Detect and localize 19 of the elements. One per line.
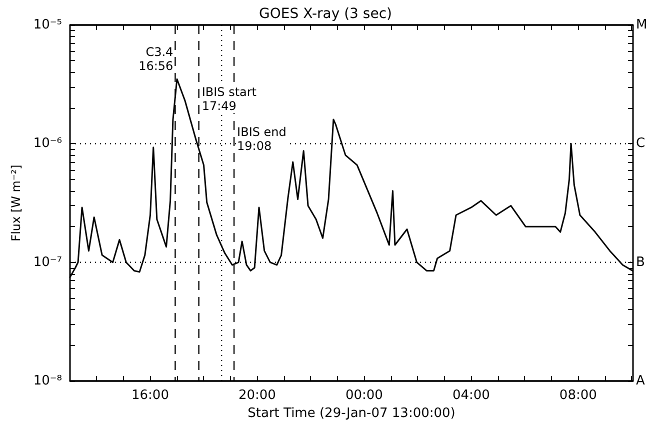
x-tick-label: 00:00 (345, 388, 383, 403)
ref-line-label: C (636, 136, 646, 152)
y-tick-label: 10⁻⁷ (33, 254, 62, 270)
y-axis-title: Flux [W m⁻²] (9, 164, 23, 242)
ref-line-label: C3.4 16:56 (138, 45, 174, 73)
x-tick-label: 08:00 (559, 388, 597, 403)
ref-line-label: A (636, 374, 645, 388)
y-tick-label: 10⁻⁸ (33, 374, 62, 388)
chart-title: GOES X-ray (3 sec) (259, 6, 392, 22)
x-tick-label: 20:00 (238, 388, 276, 403)
x-tick-label: 04:00 (452, 388, 490, 403)
y-tick-label: 10⁻⁶ (33, 136, 62, 152)
ref-line-label: IBIS start 17:49 (202, 85, 257, 113)
ref-line-label: B (636, 254, 645, 270)
x-tick-label: 16:00 (132, 388, 169, 403)
ref-line-label: M (636, 18, 648, 32)
ref-line-label: IBIS end 19:08 (237, 125, 286, 153)
x-axis-title: Start Time (29-Jan-07 13:00:00) (248, 406, 456, 421)
y-tick-label: 10⁻⁵ (33, 18, 62, 32)
